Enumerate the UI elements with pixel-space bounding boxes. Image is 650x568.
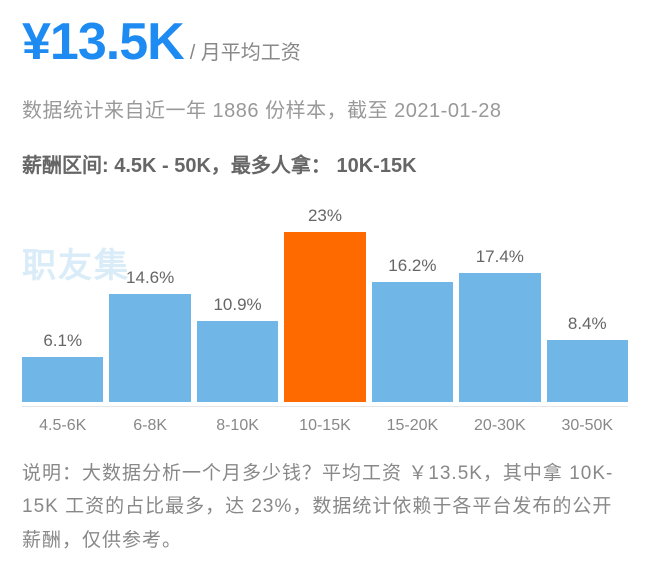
bar-rect	[547, 340, 628, 402]
bar-col: 10.9%	[197, 295, 278, 402]
bar-value-label: 8.4%	[568, 314, 607, 334]
bar-col: 6.1%	[22, 331, 103, 402]
sample-line: 数据统计来自近一年 1886 份样本，截至 2021-01-28	[22, 94, 628, 123]
bar-value-label: 23%	[308, 206, 342, 226]
bar-rect	[197, 321, 278, 402]
salary-value: ¥13.5K	[22, 12, 184, 72]
range-line: 薪酬区间: 4.5K - 50K，最多人拿： 10K-15K	[22, 149, 628, 178]
bar-col: 16.2%	[372, 256, 453, 402]
bar-rect	[459, 273, 540, 402]
bar-rect	[22, 357, 103, 402]
axis-category-label: 6-8K	[109, 417, 190, 435]
axis-category-label: 10-15K	[284, 417, 365, 435]
bar-value-label: 17.4%	[476, 247, 524, 267]
bar-value-label: 6.1%	[43, 331, 82, 351]
bar-rect	[109, 294, 190, 402]
salary-header: ¥13.5K / 月平均工资	[22, 12, 628, 72]
bar-rect	[372, 282, 453, 402]
bar-rect	[284, 232, 365, 402]
description-text: 说明：大数据分析一个月多少钱？平均工资 ￥13.5K，其中拿 10K-15K 工…	[22, 457, 628, 557]
bar-col: 8.4%	[547, 314, 628, 402]
axis-category-label: 4.5-6K	[22, 417, 103, 435]
salary-suffix: / 月平均工资	[190, 36, 301, 65]
bar-col: 17.4%	[459, 247, 540, 402]
bar-value-label: 14.6%	[126, 268, 174, 288]
axis-category-label: 30-50K	[547, 417, 628, 435]
bar-col: 23%	[284, 206, 365, 402]
bar-value-label: 16.2%	[388, 256, 436, 276]
bar-col: 14.6%	[109, 268, 190, 402]
axis-category-label: 20-30K	[459, 417, 540, 435]
axis-category-label: 15-20K	[372, 417, 453, 435]
axis-category-label: 8-10K	[197, 417, 278, 435]
bar-value-label: 10.9%	[213, 295, 261, 315]
salary-bar-chart: 6.1% 14.6% 10.9% 23% 16.2% 17.4% 8.4% 4.5-6K 6-…	[22, 192, 628, 435]
